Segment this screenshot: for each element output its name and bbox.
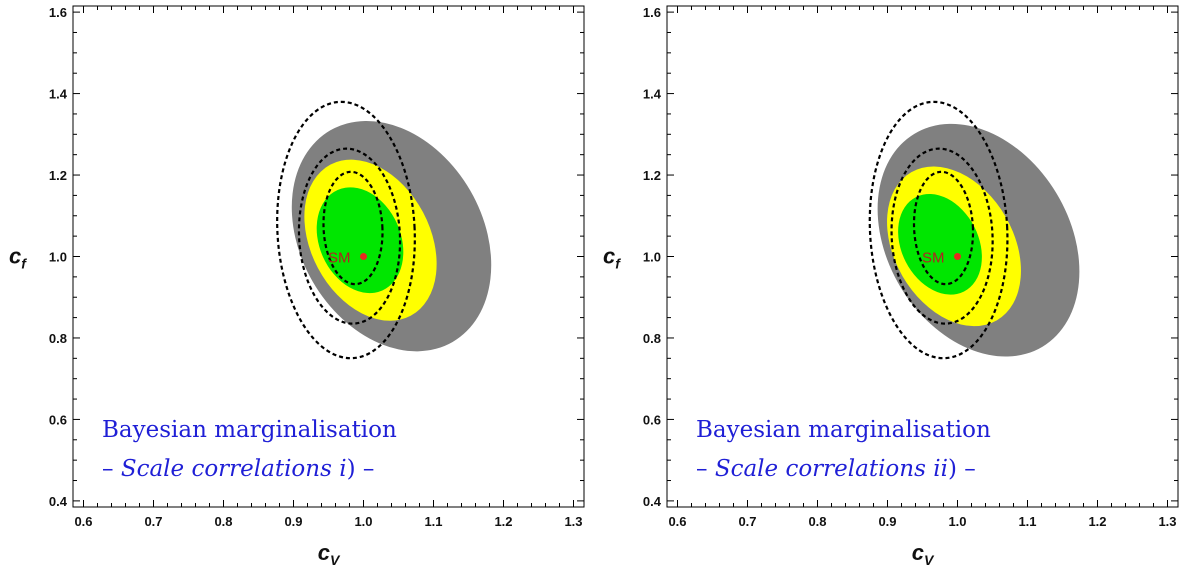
x-tick-label: 1.1	[1018, 514, 1036, 529]
x-tick-label: 1.2	[1088, 514, 1106, 529]
y-tick-label: 0.8	[643, 331, 661, 346]
x-tick-label: 1.2	[494, 514, 512, 529]
x-tick-label: 0.6	[74, 514, 92, 529]
y-tick-label: 1.2	[643, 168, 661, 183]
y-tick-label: 0.4	[643, 494, 662, 509]
plot-area: SM	[276, 100, 492, 360]
x-tick-label: 0.9	[284, 514, 302, 529]
x-tick-label: 0.8	[808, 514, 826, 529]
y-tick-label: 1.4	[643, 87, 662, 102]
x-tick-label: 1.0	[948, 514, 966, 529]
x-tick-label: 1.3	[564, 514, 582, 529]
x-tick-label: 1.0	[354, 514, 372, 529]
x-tick-label: 0.7	[144, 514, 162, 529]
x-tick-label: 0.6	[668, 514, 686, 529]
annotation-italic: Scale correlations ii	[715, 456, 948, 482]
region-green	[898, 193, 982, 295]
y-tick-label: 1.0	[643, 250, 661, 265]
x-tick-label: 0.8	[214, 514, 232, 529]
annotation-italic: Scale correlations i	[121, 456, 347, 482]
sm-point	[360, 253, 367, 260]
y-tick-label: 0.6	[643, 412, 661, 427]
x-axis-label: cV	[912, 540, 935, 568]
chart-panel-1: SM Bayesian marginalisation – Scale correl…	[9, 5, 585, 568]
dashed-contour-2	[890, 147, 994, 325]
sm-label: SM	[922, 250, 945, 267]
y-tick-label: 1.2	[49, 168, 67, 183]
annotation-prefix: –	[696, 456, 715, 482]
x-axis-subscript: V	[330, 552, 341, 568]
sm-label: SM	[328, 250, 351, 267]
annotation-prefix: –	[102, 456, 121, 482]
chart-panel-2: SM Bayesian marginalisation – Scale correl…	[603, 5, 1179, 568]
x-tick-label: 0.9	[878, 514, 896, 529]
y-axis-main: c	[9, 244, 21, 269]
dashed-contour-3	[322, 170, 384, 286]
x-axis-main: c	[318, 540, 330, 565]
y-axis-label: cf	[9, 244, 27, 272]
x-tick-label: 1.3	[1158, 514, 1176, 529]
dashed-contour-1	[276, 100, 416, 360]
sm-point	[954, 253, 961, 260]
y-tick-label: 1.0	[49, 250, 67, 265]
y-axis-subscript: f	[615, 256, 621, 272]
x-axis-subscript: V	[924, 552, 935, 568]
plot-area: SM	[868, 100, 1080, 360]
x-axis-main: c	[912, 540, 924, 565]
y-axis-main: c	[603, 244, 615, 269]
annotation-suffix: ) –	[347, 456, 375, 482]
y-tick-label: 0.6	[49, 412, 67, 427]
dashed-contour-2	[297, 147, 402, 325]
x-tick-label: 1.1	[424, 514, 442, 529]
dashed-contour-1	[868, 100, 1009, 360]
y-tick-label: 1.4	[49, 87, 68, 102]
y-tick-label: 1.6	[49, 5, 67, 20]
y-axis-subscript: f	[21, 256, 27, 272]
y-axis-label: cf	[603, 244, 621, 272]
annotation-line-2: – Scale correlations ii) –	[696, 456, 976, 482]
annotation-line-2: – Scale correlations i) –	[102, 456, 374, 482]
x-axis-label: cV	[318, 540, 341, 568]
annotation-suffix: ) –	[948, 456, 976, 482]
y-tick-label: 1.6	[643, 5, 661, 20]
x-tick-label: 0.7	[738, 514, 756, 529]
annotation-line-1: Bayesian marginalisation	[696, 417, 991, 443]
y-tick-label: 0.4	[49, 494, 68, 509]
dashed-contour-3	[912, 170, 975, 286]
y-tick-label: 0.8	[49, 331, 67, 346]
annotation-line-1: Bayesian marginalisation	[102, 417, 397, 443]
